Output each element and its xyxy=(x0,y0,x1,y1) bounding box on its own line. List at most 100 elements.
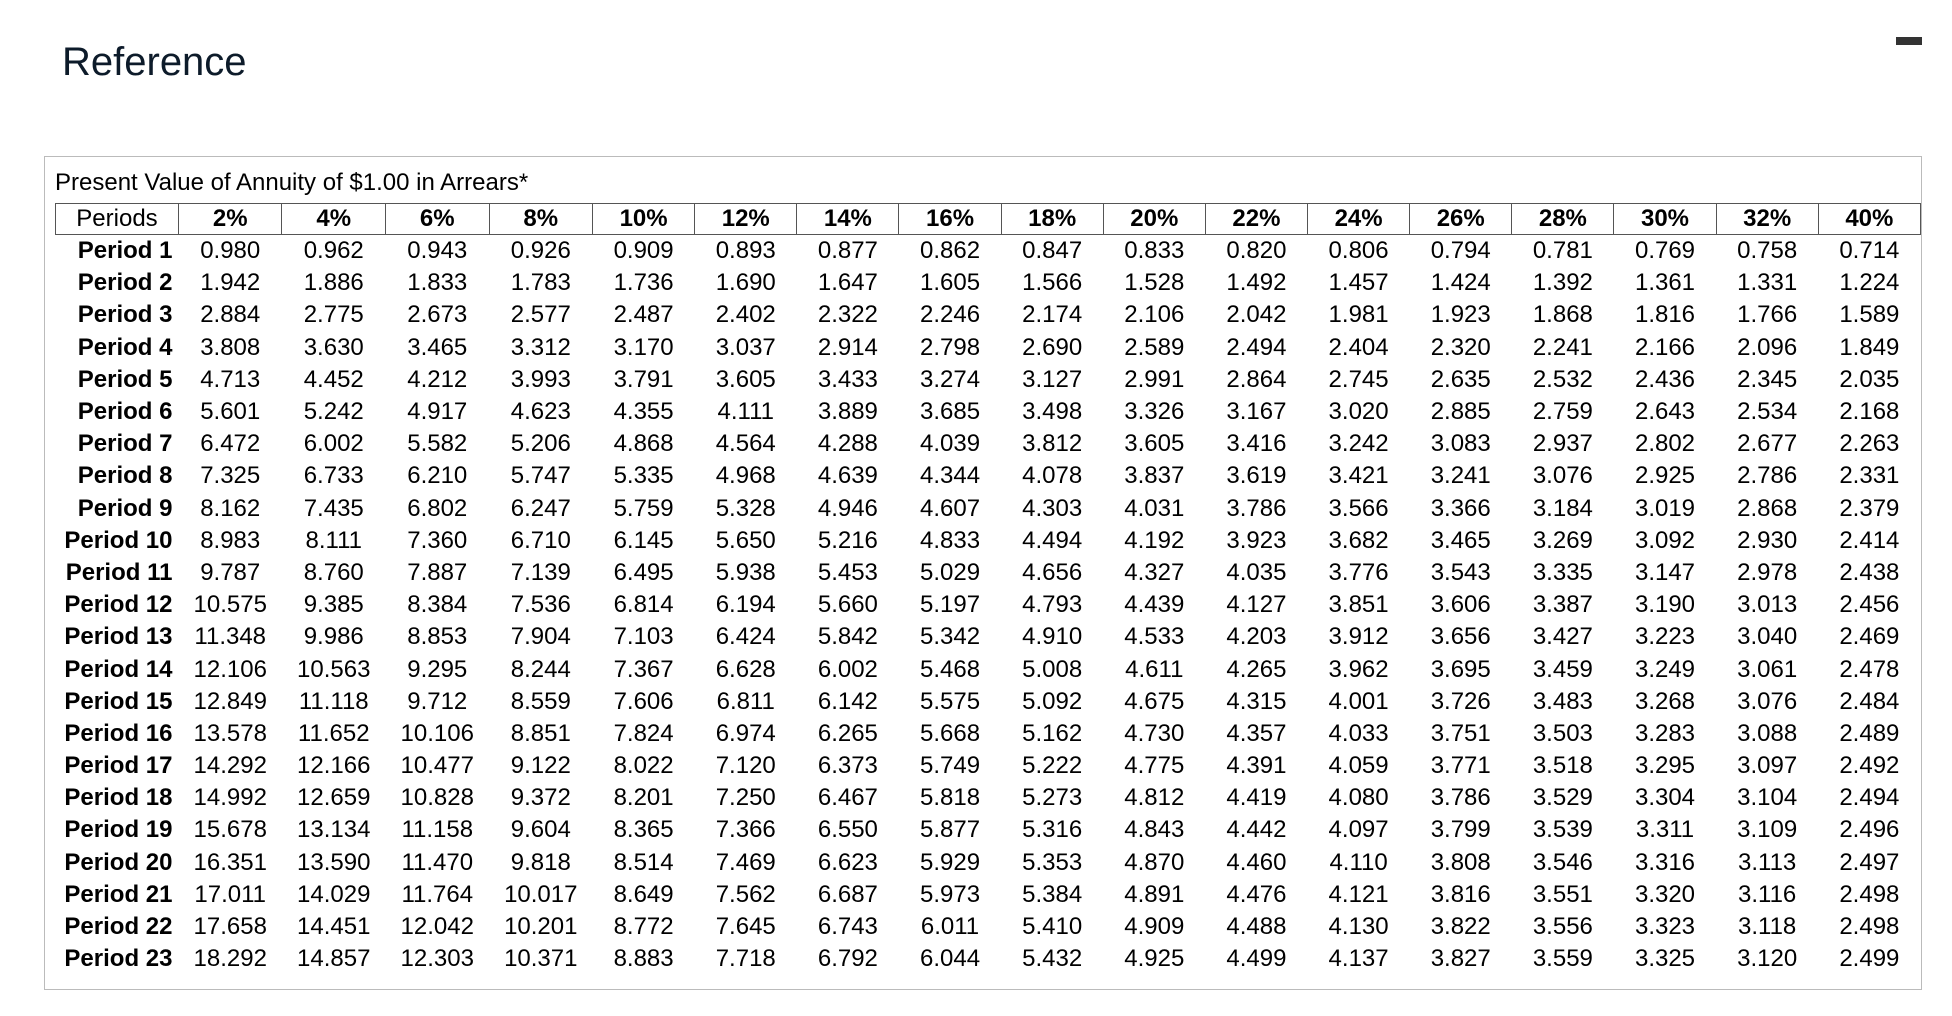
cell-value: 6.265 xyxy=(817,719,878,747)
cell-value: 3.061 xyxy=(1737,655,1798,683)
cell-value: 5.384 xyxy=(1022,880,1083,908)
cell-value: 1.868 xyxy=(1532,301,1593,329)
cell-value: 2.331 xyxy=(1839,462,1900,490)
cell-value: 4.843 xyxy=(1124,816,1185,844)
cell-value: 4.488 xyxy=(1226,913,1287,941)
cell-value: 5.162 xyxy=(1022,719,1083,747)
cell-value: 9.604 xyxy=(510,816,571,844)
cell-value: 2.643 xyxy=(1634,398,1696,426)
cell-value: 5.453 xyxy=(817,558,878,586)
cell-value: 0.769 xyxy=(1634,237,1696,265)
cell-value: 3.559 xyxy=(1532,945,1593,973)
table-row: Period 12 10.575 9.385 8.384 7.536 6.814 6.194… xyxy=(56,589,1921,621)
cell-value: 7.103 xyxy=(613,623,674,651)
cell-value: 1.736 xyxy=(613,269,674,297)
cell-value: 0.820 xyxy=(1226,237,1287,265)
cell-value: 2.499 xyxy=(1839,945,1900,973)
cell-value: 3.269 xyxy=(1532,526,1593,554)
table-row: Period 7 6.472 6.002 5.582 5.206 4.868 4.564 4.… xyxy=(56,428,1921,460)
cell-value: 2.498 xyxy=(1839,913,1900,941)
cell-value: 2.246 xyxy=(919,301,981,329)
cell-value: 11.652 xyxy=(297,719,370,747)
cell-value: 3.808 xyxy=(1430,848,1491,876)
cell-value: 2.745 xyxy=(1328,365,1389,393)
cell-value: 0.926 xyxy=(510,237,571,265)
cell-value: 2.320 xyxy=(1430,333,1491,361)
cell-value: 3.366 xyxy=(1430,494,1491,522)
row-label: Period 7 xyxy=(77,430,173,458)
table-row: Period 15 12.849 11.118 9.712 8.559 7.606 6.81… xyxy=(56,686,1921,718)
cell-value: 8.201 xyxy=(613,784,674,812)
cell-value: 4.891 xyxy=(1124,880,1185,908)
cell-value: 2.884 xyxy=(200,301,261,329)
cell-value: 5.328 xyxy=(715,494,776,522)
cell-value: 8.514 xyxy=(613,848,674,876)
cell-value: 5.008 xyxy=(1022,655,1083,683)
cell-value: 0.806 xyxy=(1328,237,1389,265)
cell-value: 14.857 xyxy=(297,945,371,973)
cell-value: 3.427 xyxy=(1532,623,1593,651)
cell-value: 2.241 xyxy=(1532,333,1593,361)
cell-value: 3.167 xyxy=(1226,398,1287,426)
cell-value: 7.250 xyxy=(715,784,776,812)
row-label: Period 12 xyxy=(64,591,173,619)
cell-value: 4.315 xyxy=(1226,687,1287,715)
cell-value: 6.628 xyxy=(715,655,776,683)
cell-value: 5.242 xyxy=(303,398,364,426)
cell-value: 14.292 xyxy=(193,752,267,780)
minimize-button[interactable] xyxy=(1896,37,1922,45)
cell-value: 4.499 xyxy=(1226,945,1287,973)
cell-value: 4.419 xyxy=(1226,784,1287,812)
cell-value: 1.766 xyxy=(1737,301,1798,329)
cell-value: 11.764 xyxy=(401,880,474,908)
cell-value: 3.325 xyxy=(1634,945,1696,973)
cell-value: 2.414 xyxy=(1839,526,1900,554)
table-row: Period 16 13.578 11.652 10.106 8.851 7.824 6.9… xyxy=(56,718,1921,750)
header-row: Periods 2% 4% 6% 8% 10% 12% 14% 16% 18% 20% 22% 24% 2… xyxy=(55,203,1921,235)
row-label: Period 11 xyxy=(65,558,173,586)
table-row: Period 2 1.942 1.886 1.833 1.783 1.736 1.690 1.… xyxy=(56,267,1921,299)
cell-value: 2.677 xyxy=(1737,430,1798,458)
cell-value: 2.492 xyxy=(1839,752,1900,780)
table-row: Period 17 14.292 12.166 10.477 9.122 8.022 7.1… xyxy=(56,750,1921,782)
cell-value: 3.116 xyxy=(1738,880,1797,908)
cell-value: 4.623 xyxy=(510,398,571,426)
cell-value: 0.714 xyxy=(1839,237,1900,265)
cell-value: 10.563 xyxy=(297,655,371,683)
cell-value: 3.503 xyxy=(1532,719,1593,747)
cell-value: 7.718 xyxy=(715,945,776,973)
cell-value: 5.818 xyxy=(919,784,981,812)
cell-value: 3.543 xyxy=(1430,558,1491,586)
row-label: Period 14 xyxy=(64,655,173,683)
cell-value: 2.991 xyxy=(1124,365,1185,393)
cell-value: 2.487 xyxy=(613,301,674,329)
cell-value: 3.791 xyxy=(613,365,674,393)
table-row: Period 5 4.713 4.452 4.212 3.993 3.791 3.605 3.… xyxy=(56,364,1921,396)
table-row: Period 21 17.011 14.029 11.764 10.017 8.649 7.… xyxy=(56,879,1921,911)
cell-value: 2.635 xyxy=(1430,365,1491,393)
column-header: 4% xyxy=(281,203,386,235)
cell-value: 6.247 xyxy=(510,494,571,522)
cell-value: 2.532 xyxy=(1532,365,1593,393)
cell-value: 11.348 xyxy=(194,623,267,651)
cell-value: 5.092 xyxy=(1022,687,1083,715)
cell-value: 2.930 xyxy=(1737,526,1798,554)
cell-value: 4.303 xyxy=(1022,494,1083,522)
column-header: 28% xyxy=(1511,203,1615,235)
cell-value: 14.451 xyxy=(297,913,371,941)
cell-value: 7.536 xyxy=(510,591,571,619)
cell-value: 3.304 xyxy=(1634,784,1696,812)
row-label: Period 19 xyxy=(64,816,173,844)
cell-value: 4.452 xyxy=(303,365,364,393)
cell-value: 0.980 xyxy=(200,237,261,265)
cell-value: 2.345 xyxy=(1737,365,1798,393)
table-row: Period 22 17.658 14.451 12.042 10.201 8.772 7.… xyxy=(56,911,1921,943)
table-row: Period 6 5.601 5.242 4.917 4.623 4.355 4.111 3.… xyxy=(56,396,1921,428)
cell-value: 4.968 xyxy=(715,462,776,490)
cell-value: 6.743 xyxy=(817,913,878,941)
cell-value: 3.465 xyxy=(407,333,468,361)
cell-value: 8.851 xyxy=(510,719,571,747)
cell-value: 7.120 xyxy=(715,752,776,780)
cell-value: 3.851 xyxy=(1328,591,1389,619)
cell-value: 10.371 xyxy=(504,945,578,973)
